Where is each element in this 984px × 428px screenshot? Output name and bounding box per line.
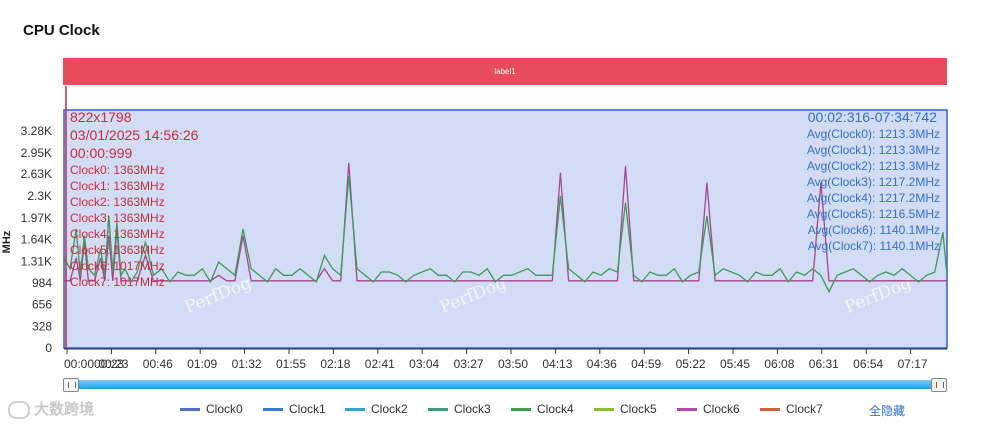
- label-band-text: label1: [494, 67, 516, 76]
- x-tick-label: 05:22: [676, 357, 706, 371]
- info-clock-value: Clock3: 1363MHz: [70, 211, 165, 225]
- info-average-value: Avg(Clock7): 1140.1MHz: [808, 239, 940, 253]
- x-tick-label-overlap: 00:23: [94, 357, 124, 371]
- x-tick-label: 04:59: [631, 357, 661, 371]
- info-average-value: Avg(Clock3): 1217.2MHz: [807, 175, 940, 189]
- legend-item-clock6[interactable]: Clock6: [677, 402, 740, 416]
- y-tick-label: 1.64K: [21, 233, 52, 247]
- legend-swatch: [180, 407, 200, 411]
- y-tick-label: 0: [45, 341, 52, 355]
- scrollbar-track[interactable]: [71, 380, 939, 389]
- legend-swatch: [594, 407, 614, 411]
- y-tick-label: 3.28K: [21, 124, 52, 138]
- x-tick-label: 01:32: [232, 357, 262, 371]
- legend-label: Clock5: [620, 402, 657, 416]
- y-tick-label: 1.97K: [21, 211, 52, 225]
- scrollbar-right-handle[interactable]: [931, 378, 947, 392]
- legend-item-clock4[interactable]: Clock4: [511, 402, 574, 416]
- legend-label: Clock3: [454, 402, 491, 416]
- info-clock-value: Clock1: 1363MHz: [70, 179, 165, 193]
- series-line-clock4[interactable]: [63, 176, 948, 294]
- x-tick-label: 01:55: [276, 357, 306, 371]
- y-tick-label: 328: [32, 319, 52, 333]
- info-cursor-time: 00:00:999: [70, 145, 132, 161]
- info-range: 00:02:316-07:34:742: [808, 109, 937, 125]
- x-tick-label: 04:36: [587, 357, 617, 371]
- x-tick-label: 06:54: [853, 357, 883, 371]
- info-datetime: 03/01/2025 14:56:26: [70, 127, 199, 143]
- y-tick-label: 656: [32, 298, 52, 312]
- brand-logo-icon: [8, 401, 30, 420]
- info-clock-value: Clock7: 1017MHz: [70, 275, 165, 289]
- brand-watermark-text: 大数跨境: [34, 401, 95, 418]
- legend-item-clock1[interactable]: Clock1: [263, 402, 326, 416]
- legend-label: Clock4: [537, 402, 574, 416]
- info-clock-value: Clock4: 1363MHz: [70, 227, 165, 241]
- info-average-value: Avg(Clock1): 1213.3MHz: [807, 143, 940, 157]
- y-tick-label: 1.31K: [21, 254, 52, 268]
- brand-watermark: 大数跨境: [8, 398, 95, 420]
- info-clock-value: Clock5: 1363MHz: [70, 243, 165, 257]
- legend-swatch: [263, 407, 283, 411]
- x-tick-label: 04:13: [542, 357, 572, 371]
- x-tick-label: 02:41: [365, 357, 395, 371]
- info-clock-value: Clock6: 1017MHz: [70, 259, 165, 273]
- cpu-clock-chart[interactable]: PerfDog PerfDog PerfDog03286569841.31K1.64…: [0, 0, 984, 400]
- x-tick-label: 06:08: [764, 357, 794, 371]
- x-tick-label: 03:04: [409, 357, 439, 371]
- info-average-value: Avg(Clock5): 1216.5MHz: [807, 207, 940, 221]
- y-tick-label: 984: [32, 276, 52, 290]
- y-tick-label: 2.95K: [21, 146, 52, 160]
- legend-swatch: [345, 407, 365, 411]
- plot-area: [63, 109, 948, 349]
- info-average-value: Avg(Clock2): 1213.3MHz: [807, 159, 940, 173]
- x-tick-label: 00:23: [98, 357, 128, 371]
- legend-swatch: [511, 407, 531, 411]
- info-clock-value: Clock0: 1363MHz: [70, 163, 165, 177]
- legend-item-clock0[interactable]: Clock0: [180, 402, 243, 416]
- legend-label: Clock0: [206, 402, 243, 416]
- x-tick-label: 06:31: [809, 357, 839, 371]
- info-resolution: 822x1798: [70, 109, 132, 125]
- legend-label: Clock7: [786, 402, 823, 416]
- info-clock-value: Clock2: 1363MHz: [70, 195, 165, 209]
- x-tick-label: 03:27: [454, 357, 484, 371]
- label-band[interactable]: label1: [63, 58, 947, 85]
- legend-item-clock2[interactable]: Clock2: [345, 402, 408, 416]
- legend: Clock0 Clock1 Clock2 Clock3 Clock4 Clock5 Cloc…: [0, 402, 984, 420]
- x-tick-label: 00:00: [64, 357, 94, 371]
- hide-all-button[interactable]: 全隐藏: [869, 404, 906, 418]
- x-tick-label: 05:45: [720, 357, 750, 371]
- x-tick-label: 03:50: [498, 357, 528, 371]
- x-tick-label: 02:18: [320, 357, 350, 371]
- legend-label: Clock1: [289, 402, 326, 416]
- y-tick-label: 2.63K: [21, 167, 52, 181]
- legend-label: Clock2: [371, 402, 408, 416]
- time-range-scrollbar[interactable]: [63, 378, 947, 392]
- x-tick-label: 07:17: [898, 357, 928, 371]
- info-average-value: Avg(Clock4): 1217.2MHz: [807, 191, 940, 205]
- legend-swatch: [428, 407, 448, 411]
- x-tick-label: 01:09: [187, 357, 217, 371]
- legend-item-clock7[interactable]: Clock7: [760, 402, 823, 416]
- legend-item-clock3[interactable]: Clock3: [428, 402, 491, 416]
- legend-swatch: [677, 407, 697, 411]
- scrollbar-left-handle[interactable]: [63, 378, 79, 392]
- y-tick-label: 2.3K: [27, 189, 52, 203]
- info-average-value: Avg(Clock0): 1213.3MHz: [807, 127, 940, 141]
- chart-title: CPU Clock: [23, 22, 100, 39]
- info-average-value: Avg(Clock6): 1140.1MHz: [808, 223, 940, 237]
- legend-label: Clock6: [703, 402, 740, 416]
- legend-swatch: [760, 407, 780, 411]
- legend-item-clock5[interactable]: Clock5: [594, 402, 657, 416]
- x-tick-label: 00:46: [143, 357, 173, 371]
